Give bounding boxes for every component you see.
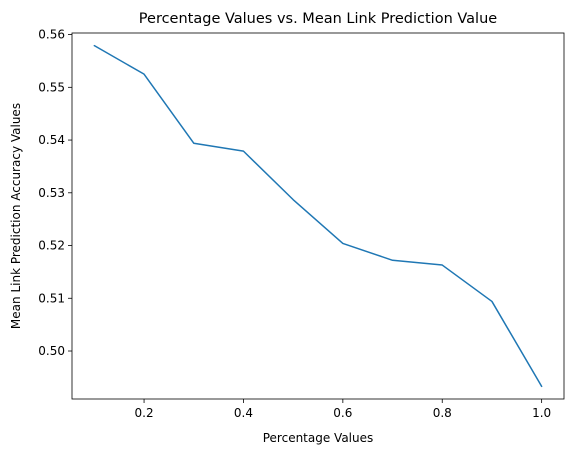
x-tick-label: 0.8 <box>433 406 452 420</box>
y-tick-label: 0.51 <box>38 291 65 305</box>
x-axis-title: Percentage Values <box>263 431 374 445</box>
y-tick-label: 0.54 <box>38 133 65 147</box>
x-tick-label: 0.2 <box>135 406 154 420</box>
y-tick-label: 0.50 <box>38 344 65 358</box>
y-tick-label: 0.53 <box>38 186 65 200</box>
x-tick-label: 0.6 <box>333 406 352 420</box>
y-tick-label: 0.56 <box>38 28 65 42</box>
x-axis: 0.2 0.4 0.6 0.8 1.0 <box>135 399 551 420</box>
series-line-0 <box>93 44 543 388</box>
y-axis: 0.50 0.51 0.52 0.53 0.54 0.55 0.56 <box>38 28 72 358</box>
y-tick-label: 0.55 <box>38 80 65 94</box>
plot-area <box>71 32 565 400</box>
x-tick-label: 0.4 <box>234 406 253 420</box>
plot-frame <box>71 32 565 400</box>
y-tick-label: 0.52 <box>38 239 65 253</box>
x-tick-label: 1.0 <box>532 406 551 420</box>
y-axis-title: Mean Link Prediction Accuracy Values <box>9 103 23 329</box>
chart-title: Percentage Values vs. Mean Link Predicti… <box>139 11 497 27</box>
